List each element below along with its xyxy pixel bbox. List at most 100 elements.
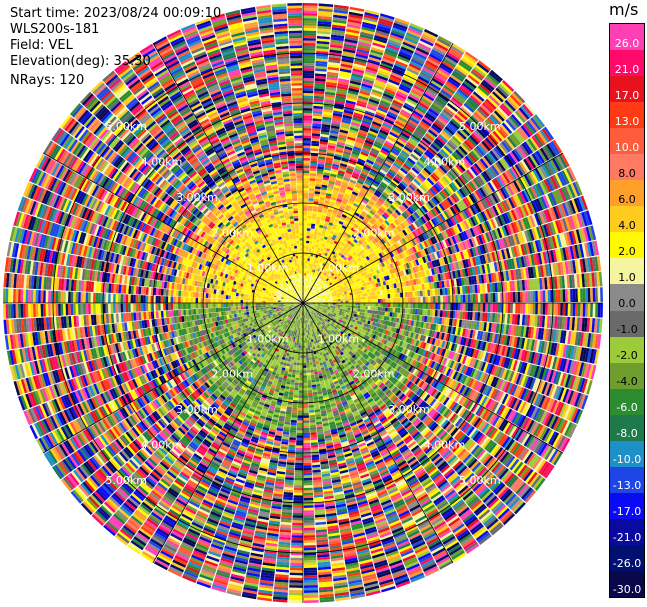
- range-gate: [387, 303, 391, 308]
- range-gate: [349, 157, 358, 163]
- range-gate: [325, 300, 328, 302]
- range-gate: [332, 161, 341, 166]
- range-gate: [403, 39, 417, 47]
- range-gate: [348, 87, 360, 93]
- range-gate: [313, 105, 323, 109]
- range-gate: [379, 13, 395, 20]
- range-gate: [303, 25, 317, 29]
- range-gate: [303, 170, 310, 174]
- range-gate: [326, 190, 333, 195]
- range-gate: [368, 130, 378, 137]
- range-gate: [323, 106, 334, 111]
- range-gate: [376, 74, 389, 81]
- range-gate: [303, 53, 316, 56]
- range-gate: [328, 142, 337, 147]
- range-gate: [312, 274, 316, 278]
- range-gate: [309, 170, 317, 174]
- range-gate: [477, 303, 481, 312]
- range-gate: [308, 286, 311, 290]
- range-gate: [303, 23, 317, 26]
- range-gate: [346, 28, 360, 34]
- range-gate: [304, 283, 307, 286]
- range-gate: [312, 213, 317, 217]
- range-gate: [320, 235, 325, 239]
- range-gate: [397, 307, 401, 313]
- range-gate: [352, 68, 365, 74]
- range-gate: [535, 303, 538, 315]
- range-gate: [303, 100, 313, 104]
- range-gate: [303, 55, 316, 59]
- range-gate: [314, 73, 327, 77]
- range-gate: [365, 296, 368, 300]
- range-gate: [349, 126, 359, 132]
- range-gate: [343, 176, 351, 182]
- range-gate: [339, 294, 343, 297]
- range-gate: [305, 288, 307, 291]
- range-gate: [303, 90, 314, 94]
- range-gate: [447, 303, 451, 311]
- range-gate: [327, 69, 339, 74]
- range-gate: [512, 303, 516, 314]
- range-gate: [311, 130, 321, 134]
- range-gate: [339, 188, 346, 194]
- range-gate: [311, 246, 315, 250]
- range-gate: [320, 245, 325, 250]
- range-gate: [306, 283, 309, 287]
- range-gate: [333, 158, 341, 163]
- range-gate: [357, 303, 361, 306]
- range-gate: [385, 85, 397, 93]
- range-gate: [319, 146, 328, 150]
- range-gate: [303, 160, 310, 164]
- range-gate: [337, 299, 341, 302]
- range-gate: [313, 95, 324, 100]
- range-gate: [309, 281, 311, 285]
- range-gate: [322, 249, 327, 253]
- range-gate: [328, 140, 337, 144]
- range-gate: [575, 303, 578, 317]
- range-gate: [333, 105, 344, 110]
- range-gate: [387, 307, 391, 312]
- range-gate: [312, 241, 316, 245]
- range-gate: [415, 303, 418, 309]
- range-gate: [316, 45, 329, 50]
- range-gate: [303, 105, 313, 109]
- range-gate: [303, 260, 306, 264]
- range-gate: [393, 64, 406, 72]
- range-gate: [387, 81, 399, 88]
- range-gate: [303, 83, 314, 86]
- range-gate: [324, 164, 332, 169]
- range-gate: [373, 84, 385, 91]
- range-gate: [303, 125, 312, 129]
- range-gate: [303, 48, 316, 51]
- range-gate: [305, 290, 307, 294]
- range-gate: [360, 124, 370, 131]
- range-gate: [387, 41, 401, 49]
- range-gate: [341, 311, 345, 314]
- range-gate: [347, 295, 351, 299]
- range-gate: [306, 268, 309, 271]
- range-gate: [303, 58, 315, 61]
- range-gate: [303, 223, 307, 226]
- range-gate: [332, 297, 336, 300]
- range-gate: [311, 135, 320, 139]
- range-gate: [339, 126, 349, 132]
- range-gate: [327, 300, 331, 302]
- range-gate: [355, 104, 366, 111]
- range-gate: [304, 288, 306, 291]
- range-gate: [434, 309, 438, 317]
- range-gate: [311, 138, 320, 142]
- range-gate: [313, 233, 318, 237]
- range-gate: [328, 232, 334, 237]
- range-gate: [331, 212, 337, 217]
- range-gate: [377, 72, 390, 79]
- range-gate: [337, 193, 344, 198]
- range-gate: [432, 289, 436, 296]
- range-gate: [357, 299, 361, 303]
- range-gate: [317, 232, 322, 236]
- range-gate: [335, 93, 347, 98]
- range-gate: [303, 108, 313, 111]
- range-gate: [322, 174, 330, 179]
- range-gate: [306, 280, 308, 284]
- range-gate: [320, 300, 323, 303]
- range-gate: [339, 129, 349, 134]
